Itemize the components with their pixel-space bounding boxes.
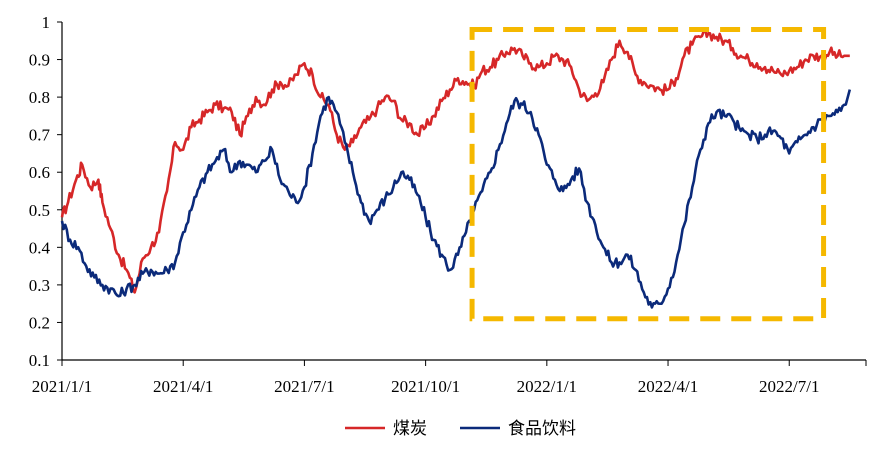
y-tick-label: 0.3 <box>29 276 50 295</box>
x-tick-label: 2022/7/1 <box>759 377 819 396</box>
y-tick-label: 0.5 <box>29 201 50 220</box>
y-tick-label: 0.8 <box>29 88 50 107</box>
x-tick-label: 2021/10/1 <box>391 377 460 396</box>
x-tick-label: 2022/4/1 <box>638 377 698 396</box>
y-tick-label: 0.4 <box>29 238 51 257</box>
x-tick-label: 2022/1/1 <box>517 377 577 396</box>
x-tick-label: 2021/4/1 <box>153 377 213 396</box>
y-tick-label: 0.2 <box>29 313 50 332</box>
y-tick-label: 0.9 <box>29 51 50 70</box>
legend-label-food-beverage: 食品饮料 <box>508 419 576 439</box>
y-tick-label: 1 <box>42 13 51 32</box>
x-tick-label: 2021/1/1 <box>32 377 92 396</box>
legend-label-coal: 煤炭 <box>393 419 427 439</box>
series-line-coal <box>60 28 850 294</box>
y-tick-label: 0.6 <box>29 163 50 182</box>
y-tick-label: 0.1 <box>29 351 50 370</box>
x-tick-label: 2021/7/1 <box>274 377 334 396</box>
highlight-box <box>469 27 827 322</box>
series-line-food-beverage <box>60 89 852 309</box>
y-tick-label: 0.7 <box>29 126 51 145</box>
